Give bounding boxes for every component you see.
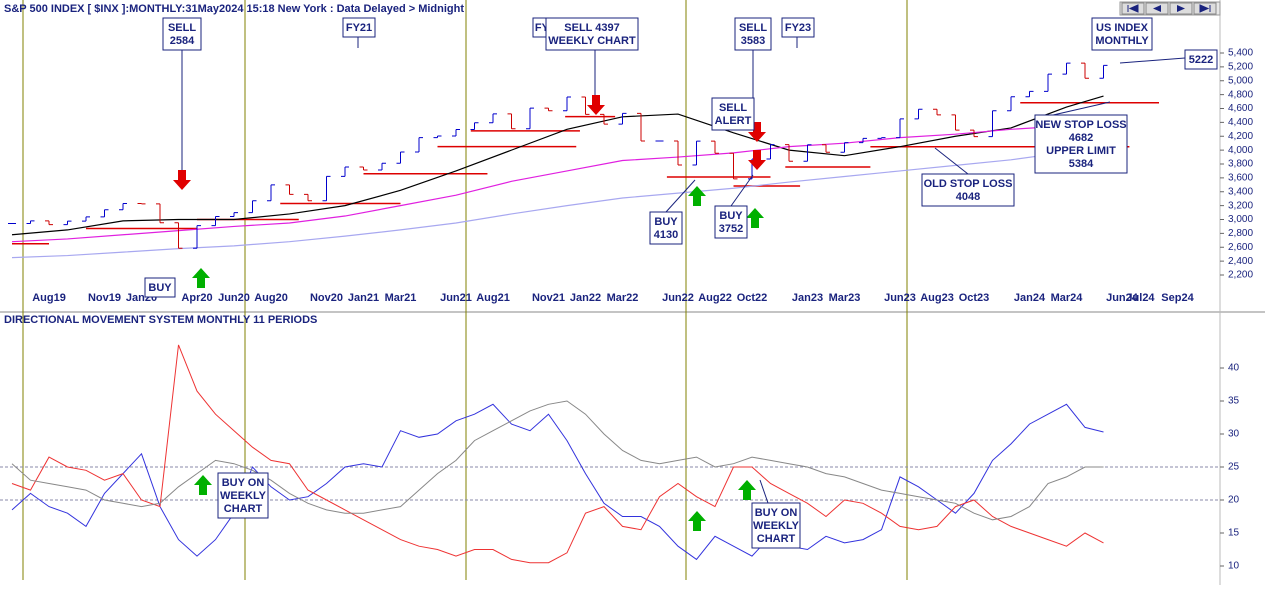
annotation-text: BUY xyxy=(719,210,743,222)
y-tick-label: 2,400 xyxy=(1228,256,1253,267)
y-tick-label: 20 xyxy=(1228,495,1240,506)
x-tick-label: Nov19 xyxy=(88,292,121,304)
y-tick-label: 3,400 xyxy=(1228,186,1253,197)
annotation-text: BUY xyxy=(148,282,172,294)
annotation-text: WEEKLY CHART xyxy=(548,35,636,47)
chart-title: S&P 500 INDEX [ $INX ]:MONTHLY:31May2024… xyxy=(4,3,464,15)
y-tick-label: 10 xyxy=(1228,561,1240,572)
annotation-text: BUY xyxy=(654,216,678,228)
x-tick-label: Aug20 xyxy=(254,292,288,304)
y-tick-label: 5,000 xyxy=(1228,75,1253,86)
y-tick-label: 4,800 xyxy=(1228,89,1253,100)
indicator-title: DIRECTIONAL MOVEMENT SYSTEM MONTHLY 11 P… xyxy=(4,314,317,326)
annotation-text: WEEKLY xyxy=(753,520,800,532)
annotation-text: 4130 xyxy=(654,229,678,241)
x-tick-label: Jan23 xyxy=(792,292,823,304)
x-tick-label: Mar23 xyxy=(829,292,861,304)
annotation-text: OLD STOP LOSS xyxy=(924,178,1013,190)
annotation-text: 2584 xyxy=(170,35,195,47)
annotation-text: 5384 xyxy=(1069,158,1094,170)
x-tick-label: Oct23 xyxy=(959,292,990,304)
x-tick-label: Jun23 xyxy=(884,292,916,304)
x-tick-label: Aug21 xyxy=(476,292,510,304)
y-tick-label: 3,600 xyxy=(1228,173,1253,184)
x-tick-label: Aug22 xyxy=(698,292,732,304)
y-tick-label: 30 xyxy=(1228,429,1240,440)
annotation-text: FY21 xyxy=(346,22,372,34)
x-tick-label: Aug23 xyxy=(920,292,954,304)
annotation-text: CHART xyxy=(224,503,263,515)
x-tick-label: Mar22 xyxy=(607,292,639,304)
x-tick-label: Apr20 xyxy=(181,292,212,304)
annotation-text: 3583 xyxy=(741,35,765,47)
toolbar xyxy=(1120,2,1220,15)
annotation-text: MONTHLY xyxy=(1095,35,1149,47)
y-tick-label: 4,400 xyxy=(1228,117,1253,128)
x-tick-label: Jan22 xyxy=(570,292,601,304)
x-tick-label: Nov21 xyxy=(532,292,565,304)
annotation-text: WEEKLY xyxy=(220,490,267,502)
annotation-text: 3752 xyxy=(719,223,743,235)
x-tick-label: Mar24 xyxy=(1051,292,1084,304)
y-tick-label: 5,200 xyxy=(1228,62,1253,73)
x-tick-label: Jul24 xyxy=(1126,292,1155,304)
annotation-text: SELL xyxy=(168,22,196,34)
y-tick-label: 4,200 xyxy=(1228,131,1253,142)
x-tick-label: Aug19 xyxy=(32,292,66,304)
y-tick-label: 2,800 xyxy=(1228,228,1253,239)
annotation-text: US INDEX xyxy=(1096,22,1149,34)
y-tick-label: 3,800 xyxy=(1228,159,1253,170)
annotation-text: SELL xyxy=(739,22,767,34)
y-tick-label: 4,600 xyxy=(1228,103,1253,114)
x-tick-label: Jan21 xyxy=(348,292,379,304)
annotation-text: BUY ON xyxy=(222,477,265,489)
y-tick-label: 3,200 xyxy=(1228,200,1253,211)
annotation-text: 4048 xyxy=(956,191,980,203)
y-tick-label: 40 xyxy=(1228,363,1240,374)
x-tick-label: Nov20 xyxy=(310,292,343,304)
annotation-text: BUY ON xyxy=(755,507,798,519)
y-tick-label: 4,000 xyxy=(1228,145,1253,156)
y-tick-label: 5,400 xyxy=(1228,48,1253,59)
annotation-text: ALERT xyxy=(715,115,752,127)
annotation-text: SELL xyxy=(719,102,747,114)
x-tick-label: Jun21 xyxy=(440,292,472,304)
annotation-text: NEW STOP LOSS xyxy=(1035,119,1126,131)
y-tick-label: 2,200 xyxy=(1228,270,1253,281)
annotation-text: CHART xyxy=(757,533,796,545)
y-tick-label: 2,600 xyxy=(1228,242,1253,253)
x-tick-label: Mar21 xyxy=(385,292,417,304)
x-tick-label: Oct22 xyxy=(737,292,768,304)
x-tick-label: Jan24 xyxy=(1014,292,1046,304)
y-tick-label: 35 xyxy=(1228,396,1240,407)
annotation-text: 5222 xyxy=(1189,54,1213,66)
annotation-text: 4682 xyxy=(1069,132,1093,144)
annotation-text: UPPER LIMIT xyxy=(1046,145,1116,157)
x-tick-label: Jun20 xyxy=(218,292,250,304)
y-tick-label: 3,000 xyxy=(1228,214,1253,225)
x-tick-label: Sep24 xyxy=(1161,292,1194,304)
annotation-text: SELL 4397 xyxy=(564,22,619,34)
x-tick-label: Jun22 xyxy=(662,292,694,304)
y-tick-label: 25 xyxy=(1228,462,1240,473)
annotation-text: FY23 xyxy=(785,22,811,34)
y-tick-label: 15 xyxy=(1228,528,1240,539)
